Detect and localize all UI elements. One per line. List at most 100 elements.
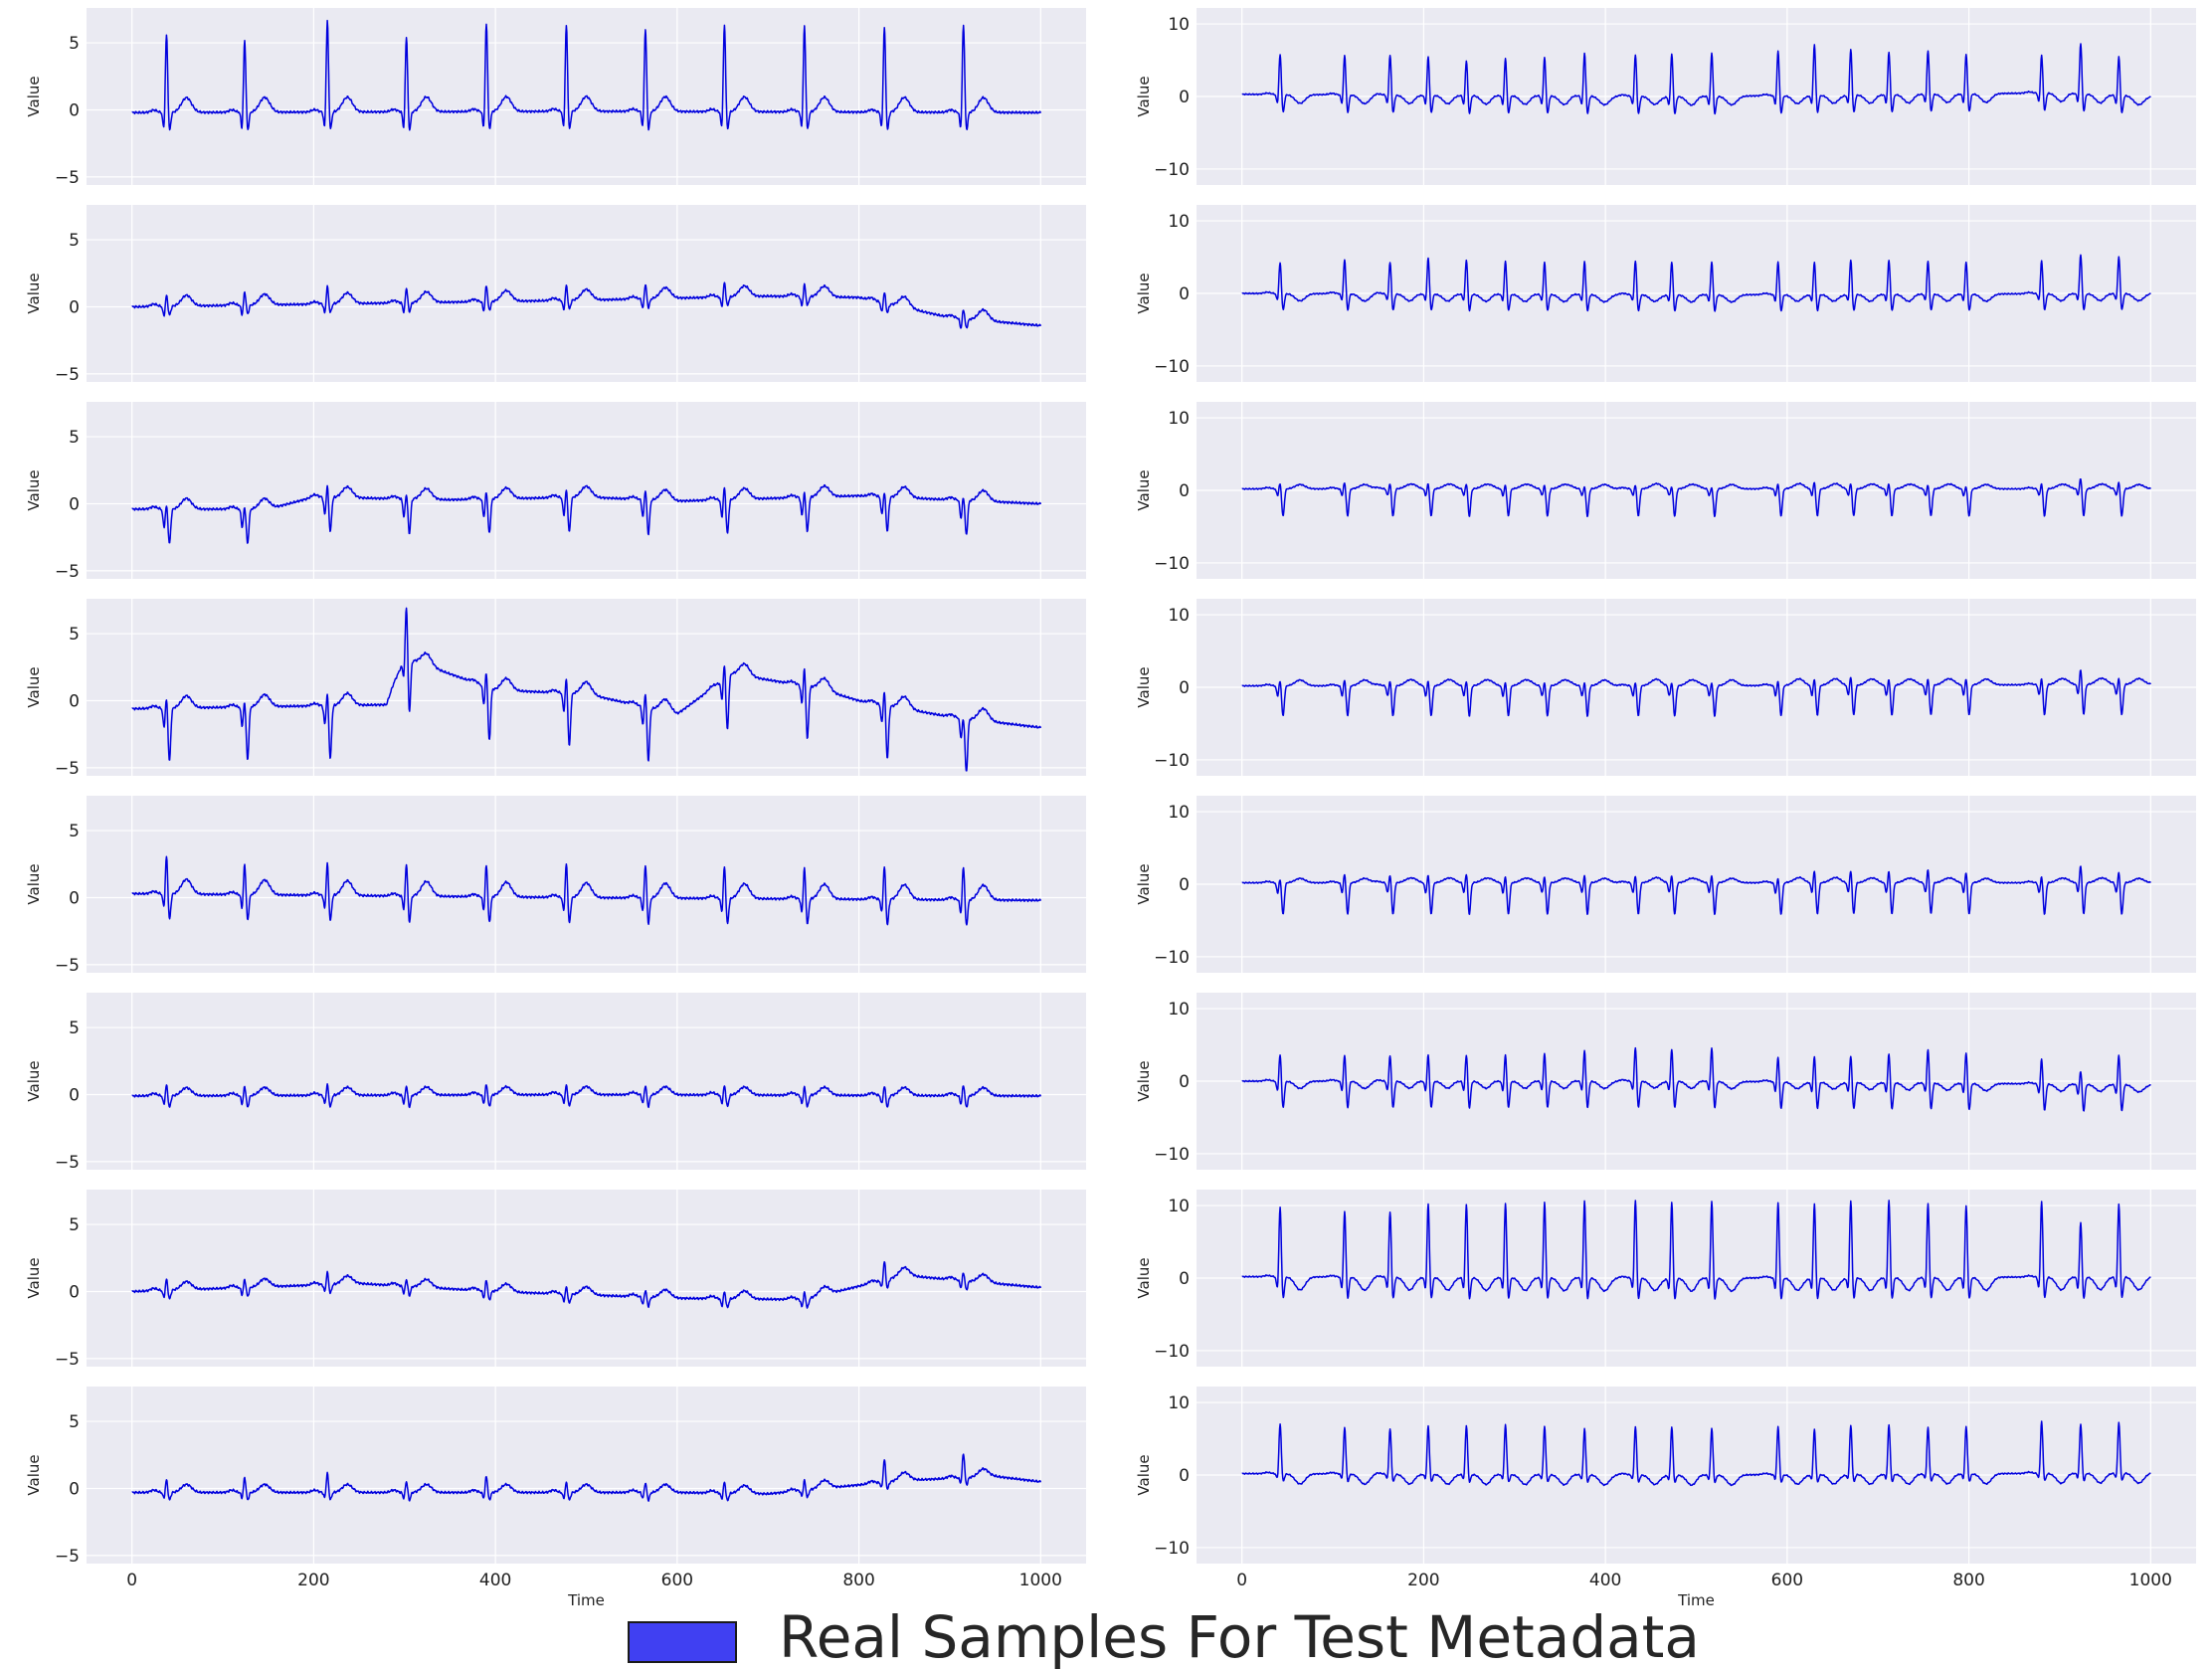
y-tick-label: 0	[1179, 1072, 1190, 1092]
y-axis-label: Value	[1135, 1454, 1153, 1495]
y-tick-label: 10	[1168, 1197, 1190, 1216]
ecg-series-line	[131, 483, 1042, 544]
panel-background	[87, 993, 1086, 1170]
x-axis-label: Time	[1677, 1591, 1715, 1609]
panel-col1-row2: −5 0 5 Value	[25, 205, 1086, 385]
ecg-series-line	[131, 607, 1042, 772]
y-tick-label: 10	[1168, 15, 1190, 35]
y-axis-label: Value	[25, 1060, 43, 1101]
x-tick-label: 600	[661, 1571, 693, 1590]
y-tick-label: 0	[1179, 284, 1190, 304]
y-tick-label: −5	[55, 1350, 80, 1370]
y-tick-label: 10	[1168, 606, 1190, 626]
panel-background	[87, 599, 1086, 776]
y-tick-label: −5	[55, 956, 80, 976]
x-tick-label: 800	[842, 1571, 874, 1590]
panel-col2-row5: −10 0 10 Value	[1135, 796, 2196, 973]
x-tick-label: 200	[297, 1571, 329, 1590]
y-tick-label: 0	[69, 494, 80, 514]
y-axis-label: Value	[1135, 1060, 1153, 1101]
panel-background	[87, 796, 1086, 973]
y-tick-label: 10	[1168, 409, 1190, 429]
y-tick-label: 5	[69, 428, 80, 448]
y-tick-label: −10	[1154, 1342, 1190, 1362]
panel-col2-row1: −10 0 10 Value	[1135, 8, 2196, 185]
y-axis-label: Value	[1135, 273, 1153, 313]
ecg-series-line	[131, 281, 1042, 329]
y-tick-label: −10	[1154, 751, 1190, 771]
panel-col2-row8: −10 0 10 Value 0 200 400 600 800 1000 Time	[1135, 1387, 2196, 1609]
legend-label: Real Samples For Test Metadata	[779, 1603, 1700, 1669]
ecg-series-line	[131, 19, 1042, 131]
y-tick-label: 5	[69, 1412, 80, 1432]
y-tick-label: −10	[1154, 1145, 1190, 1165]
ecg-series-line	[131, 1260, 1042, 1309]
panels-layer: −5 0 5 Value −5 0 5 Value −5 0 5 Value −5 0 5 Value −5 0 5…	[25, 8, 2196, 1609]
x-tick-label: 400	[1589, 1571, 1621, 1590]
ecg-series-line	[1241, 254, 2151, 312]
y-axis-label: Value	[1135, 863, 1153, 904]
y-axis-label: Value	[25, 273, 43, 313]
y-axis-label: Value	[1135, 1257, 1153, 1298]
panel-background	[87, 205, 1086, 382]
ecg-series-line	[131, 855, 1042, 926]
y-axis-label: Value	[1135, 666, 1153, 707]
panel-col1-row1: −5 0 5 Value	[25, 8, 1086, 188]
y-axis-label: Value	[25, 469, 43, 510]
y-tick-label: 0	[1179, 1466, 1190, 1486]
y-tick-label: 0	[1179, 1269, 1190, 1289]
panel-background	[87, 1190, 1086, 1367]
panel-col1-row4: −5 0 5 Value	[25, 599, 1086, 779]
y-tick-label: 0	[69, 100, 80, 120]
y-tick-label: 0	[1179, 88, 1190, 107]
y-axis-label: Value	[25, 666, 43, 707]
ecg-series-line	[1241, 1420, 2151, 1487]
y-tick-label: 5	[69, 1215, 80, 1235]
panel-col2-row7: −10 0 10 Value	[1135, 1190, 2196, 1367]
x-tick-label: 200	[1407, 1571, 1439, 1590]
y-tick-label: −5	[55, 168, 80, 188]
y-tick-label: 5	[69, 625, 80, 645]
y-tick-label: −5	[55, 1547, 80, 1567]
y-tick-label: −10	[1154, 948, 1190, 968]
y-tick-label: 5	[69, 34, 80, 54]
y-axis-label: Value	[25, 1257, 43, 1298]
x-tick-label: 1000	[1019, 1571, 1062, 1590]
ecg-series-line	[1241, 1046, 2151, 1112]
panel-col1-row3: −5 0 5 Value	[25, 402, 1086, 582]
y-tick-label: 0	[69, 297, 80, 317]
y-axis-label: Value	[25, 1454, 43, 1495]
y-tick-label: 5	[69, 1019, 80, 1038]
panel-col1-row7: −5 0 5 Value	[25, 1190, 1086, 1370]
x-tick-label: 0	[1236, 1571, 1247, 1590]
panel-background	[87, 1387, 1086, 1564]
y-tick-label: 5	[69, 231, 80, 251]
ecg-series-line	[1241, 43, 2151, 115]
y-tick-label: 0	[69, 1479, 80, 1499]
x-tick-label: 400	[479, 1571, 511, 1590]
y-tick-label: −10	[1154, 160, 1190, 180]
x-axis-label: Time	[567, 1591, 605, 1609]
y-axis-label: Value	[1135, 469, 1153, 510]
panel-col2-row6: −10 0 10 Value	[1135, 993, 2196, 1170]
y-tick-label: 10	[1168, 803, 1190, 823]
y-axis-label: Value	[1135, 76, 1153, 116]
y-axis-label: Value	[25, 863, 43, 904]
y-tick-label: −5	[55, 365, 80, 385]
y-tick-label: −5	[55, 759, 80, 779]
y-tick-label: 0	[69, 888, 80, 908]
x-tick-label: 0	[126, 1571, 137, 1590]
panel-col2-row2: −10 0 10 Value	[1135, 205, 2196, 382]
ecg-series-line	[131, 1453, 1042, 1502]
y-axis-label: Value	[25, 76, 43, 116]
y-tick-label: −10	[1154, 357, 1190, 377]
panel-col1-row8: −5 0 5 Value 0 200 400 600 800 1000 Time	[25, 1387, 1086, 1609]
y-tick-label: −5	[55, 1153, 80, 1173]
x-tick-label: 800	[1952, 1571, 1984, 1590]
y-tick-label: 0	[69, 691, 80, 711]
x-tick-label: 600	[1771, 1571, 1803, 1590]
legend: Real Samples For Test Metadata	[628, 1603, 1700, 1669]
ecg-series-line	[1241, 477, 2151, 518]
y-tick-label: 5	[69, 822, 80, 841]
